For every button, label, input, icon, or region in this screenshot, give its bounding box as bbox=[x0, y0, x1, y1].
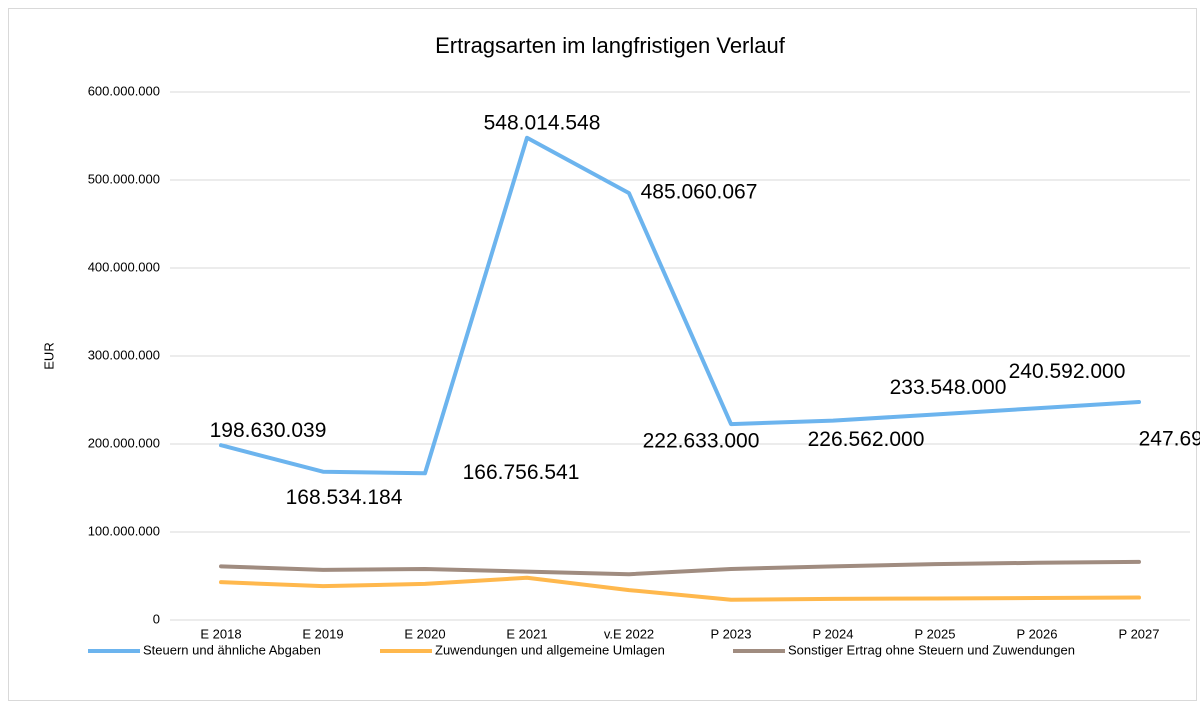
chart-title: Ertragsarten im langfristigen Verlauf bbox=[435, 33, 786, 58]
y-tick-label: 300.000.000 bbox=[88, 347, 160, 362]
x-tick-label: P 2023 bbox=[711, 626, 752, 641]
data-label: 233.548.000 bbox=[890, 376, 1007, 399]
y-tick-label: 0 bbox=[153, 611, 160, 626]
chart-border bbox=[8, 8, 1197, 701]
x-tick-label: P 2026 bbox=[1017, 626, 1058, 641]
y-tick-label: 600.000.000 bbox=[88, 83, 160, 98]
series-line bbox=[219, 575, 1141, 602]
x-tick-label: P 2024 bbox=[813, 626, 854, 641]
x-tick-label: E 2018 bbox=[200, 626, 241, 641]
data-label: 485.060.067 bbox=[641, 181, 758, 204]
y-tick-label: 400.000.000 bbox=[88, 259, 160, 274]
y-tick-label: 200.000.000 bbox=[88, 435, 160, 450]
x-tick-label: E 2020 bbox=[404, 626, 445, 641]
data-label: 198.630.039 bbox=[210, 419, 327, 442]
data-label: 168.534.184 bbox=[286, 486, 403, 509]
legend-label: Sonstiger Ertrag ohne Steuern und Zuwend… bbox=[788, 642, 1075, 657]
x-tick-label: v.E 2022 bbox=[604, 626, 654, 641]
data-label: 222.633.000 bbox=[643, 430, 760, 453]
x-tick-label: E 2019 bbox=[302, 626, 343, 641]
data-label: 247.694.000 bbox=[1139, 428, 1200, 451]
y-tick-label: 100.000.000 bbox=[88, 523, 160, 538]
series-line bbox=[219, 135, 1141, 476]
data-label: 240.592.000 bbox=[1009, 360, 1126, 383]
y-axis-label: EUR bbox=[41, 342, 56, 369]
legend-label: Steuern und ähnliche Abgaben bbox=[143, 642, 321, 657]
x-tick-label: P 2027 bbox=[1119, 626, 1160, 641]
data-label: 226.562.000 bbox=[808, 428, 925, 451]
y-tick-label: 500.000.000 bbox=[88, 171, 160, 186]
data-label: 166.756.541 bbox=[463, 461, 580, 484]
data-label: 548.014.548 bbox=[484, 111, 601, 134]
series-line bbox=[219, 559, 1141, 577]
x-tick-label: P 2025 bbox=[915, 626, 956, 641]
legend-label: Zuwendungen und allgemeine Umlagen bbox=[435, 642, 665, 657]
x-tick-label: E 2021 bbox=[506, 626, 547, 641]
